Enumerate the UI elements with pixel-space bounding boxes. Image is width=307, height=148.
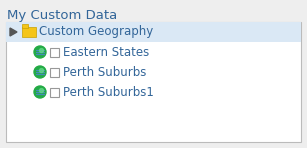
Circle shape: [40, 69, 44, 73]
Circle shape: [40, 49, 44, 53]
Bar: [22, 24, 28, 28]
Bar: [22, 27, 36, 37]
Bar: [50, 87, 59, 96]
Text: Perth Suburbs1: Perth Suburbs1: [63, 86, 154, 99]
Text: My Custom Data: My Custom Data: [7, 9, 117, 22]
Text: Eastern States: Eastern States: [63, 45, 149, 58]
Circle shape: [34, 66, 46, 78]
Bar: [6, 22, 301, 142]
Text: Perth Suburbs: Perth Suburbs: [63, 66, 146, 78]
Bar: [6, 22, 301, 42]
Circle shape: [40, 89, 44, 92]
Polygon shape: [10, 28, 17, 36]
Bar: [50, 48, 59, 57]
Bar: [50, 67, 59, 77]
Text: Custom Geography: Custom Geography: [39, 25, 153, 38]
Circle shape: [34, 46, 46, 58]
Circle shape: [34, 86, 46, 98]
